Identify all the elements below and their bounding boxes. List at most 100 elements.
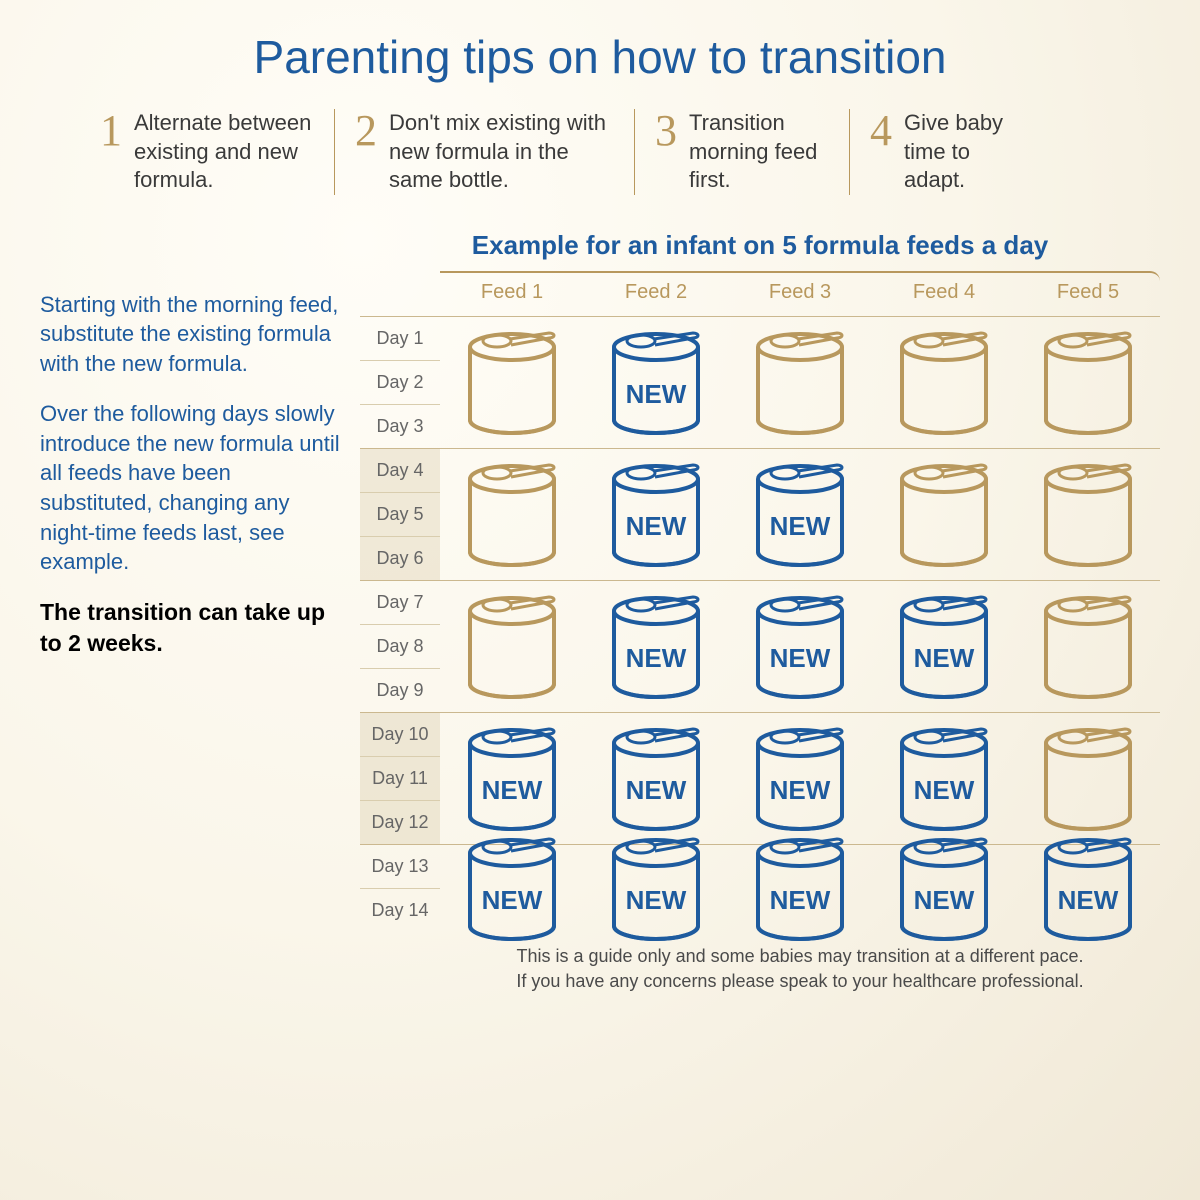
svg-text:NEW: NEW [770, 775, 831, 805]
chart-cell [1016, 316, 1160, 448]
new-can-icon: NEW [889, 721, 999, 836]
new-can-icon: NEW [457, 831, 567, 946]
chart-cell: NEW [584, 580, 728, 712]
chart-cell: NEW [584, 316, 728, 448]
chart-cell: NEW [584, 448, 728, 580]
chart-cell [440, 448, 584, 580]
day-label: Day 1 [360, 316, 440, 360]
svg-text:NEW: NEW [770, 885, 831, 915]
svg-text:NEW: NEW [914, 775, 975, 805]
chart-cell: NEW [440, 844, 584, 932]
day-label: Day 13 [360, 844, 440, 888]
footer-text: This is a guide only and some babies may… [360, 944, 1160, 994]
new-can-icon: NEW [1033, 831, 1143, 946]
feed-header: Feed 1 [440, 271, 584, 316]
tip-text: Alternate between existing and new formu… [134, 109, 314, 195]
new-can-icon: NEW [601, 457, 711, 572]
day-label: Day 4 [360, 448, 440, 492]
new-can-icon: NEW [601, 589, 711, 704]
old-can-icon [1033, 457, 1143, 572]
day-label: Day 6 [360, 536, 440, 580]
old-can-icon [745, 325, 855, 440]
new-can-icon: NEW [601, 831, 711, 946]
old-can-icon [457, 589, 567, 704]
sidebar-p1: Starting with the morning feed, substitu… [40, 290, 340, 379]
sidebar-p2: Over the following days slowly introduce… [40, 399, 340, 577]
day-label: Day 12 [360, 800, 440, 844]
chart-cell: NEW [728, 712, 872, 844]
tip-text: Give baby time to adapt. [904, 109, 1020, 195]
transition-chart: Example for an infant on 5 formula feeds… [360, 230, 1160, 994]
day-label: Day 10 [360, 712, 440, 756]
chart-cell: NEW [728, 448, 872, 580]
chart-cell: NEW [872, 712, 1016, 844]
chart-cell [872, 448, 1016, 580]
svg-text:NEW: NEW [770, 511, 831, 541]
tip-2: 2 Don't mix existing with new formula in… [335, 109, 635, 195]
chart-cell: NEW [1016, 844, 1160, 932]
chart-cell [440, 580, 584, 712]
chart-cell [1016, 448, 1160, 580]
chart-cell: NEW [872, 580, 1016, 712]
tip-number: 1 [100, 109, 122, 153]
day-label: Day 5 [360, 492, 440, 536]
chart-cell: NEW [440, 712, 584, 844]
svg-text:NEW: NEW [626, 775, 687, 805]
chart-cell: NEW [728, 580, 872, 712]
new-can-icon: NEW [601, 721, 711, 836]
feed-header: Feed 5 [1016, 271, 1160, 316]
chart-cell [1016, 712, 1160, 844]
chart-cell [872, 316, 1016, 448]
tip-4: 4 Give baby time to adapt. [850, 109, 1040, 195]
feed-header: Feed 4 [872, 271, 1016, 316]
new-can-icon: NEW [745, 589, 855, 704]
day-label: Day 7 [360, 580, 440, 624]
svg-text:NEW: NEW [914, 885, 975, 915]
feed-header: Feed 2 [584, 271, 728, 316]
tip-text: Transition morning feed first. [689, 109, 829, 195]
svg-text:NEW: NEW [482, 885, 543, 915]
new-can-icon: NEW [457, 721, 567, 836]
chart-cell: NEW [584, 712, 728, 844]
new-can-icon: NEW [601, 325, 711, 440]
day-label: Day 11 [360, 756, 440, 800]
day-label: Day 9 [360, 668, 440, 712]
new-can-icon: NEW [745, 721, 855, 836]
day-label: Day 2 [360, 360, 440, 404]
svg-text:NEW: NEW [626, 511, 687, 541]
svg-text:NEW: NEW [626, 379, 687, 409]
chart-cell: NEW [728, 844, 872, 932]
tip-text: Don't mix existing with new formula in t… [389, 109, 614, 195]
old-can-icon [889, 457, 999, 572]
svg-text:NEW: NEW [914, 643, 975, 673]
chart-cell [1016, 580, 1160, 712]
old-can-icon [1033, 325, 1143, 440]
new-can-icon: NEW [745, 457, 855, 572]
tip-number: 2 [355, 109, 377, 153]
tip-3: 3 Transition morning feed first. [635, 109, 850, 195]
chart-cell: NEW [872, 844, 1016, 932]
tip-number: 3 [655, 109, 677, 153]
tip-1: 1 Alternate between existing and new for… [80, 109, 335, 195]
chart-cell: NEW [584, 844, 728, 932]
svg-text:NEW: NEW [482, 775, 543, 805]
old-can-icon [457, 457, 567, 572]
old-can-icon [889, 325, 999, 440]
chart-cell [728, 316, 872, 448]
day-label: Day 3 [360, 404, 440, 448]
svg-text:NEW: NEW [770, 643, 831, 673]
tips-row: 1 Alternate between existing and new for… [40, 109, 1160, 195]
tip-number: 4 [870, 109, 892, 153]
feed-header: Feed 3 [728, 271, 872, 316]
sidebar-p3: The transition can take up to 2 weeks. [40, 597, 340, 659]
svg-text:NEW: NEW [626, 885, 687, 915]
sidebar-text: Starting with the morning feed, substitu… [40, 230, 350, 994]
old-can-icon [457, 325, 567, 440]
new-can-icon: NEW [889, 589, 999, 704]
page-title: Parenting tips on how to transition [40, 30, 1160, 84]
svg-text:NEW: NEW [626, 643, 687, 673]
chart-cell [440, 316, 584, 448]
svg-text:NEW: NEW [1058, 885, 1119, 915]
old-can-icon [1033, 589, 1143, 704]
new-can-icon: NEW [889, 831, 999, 946]
